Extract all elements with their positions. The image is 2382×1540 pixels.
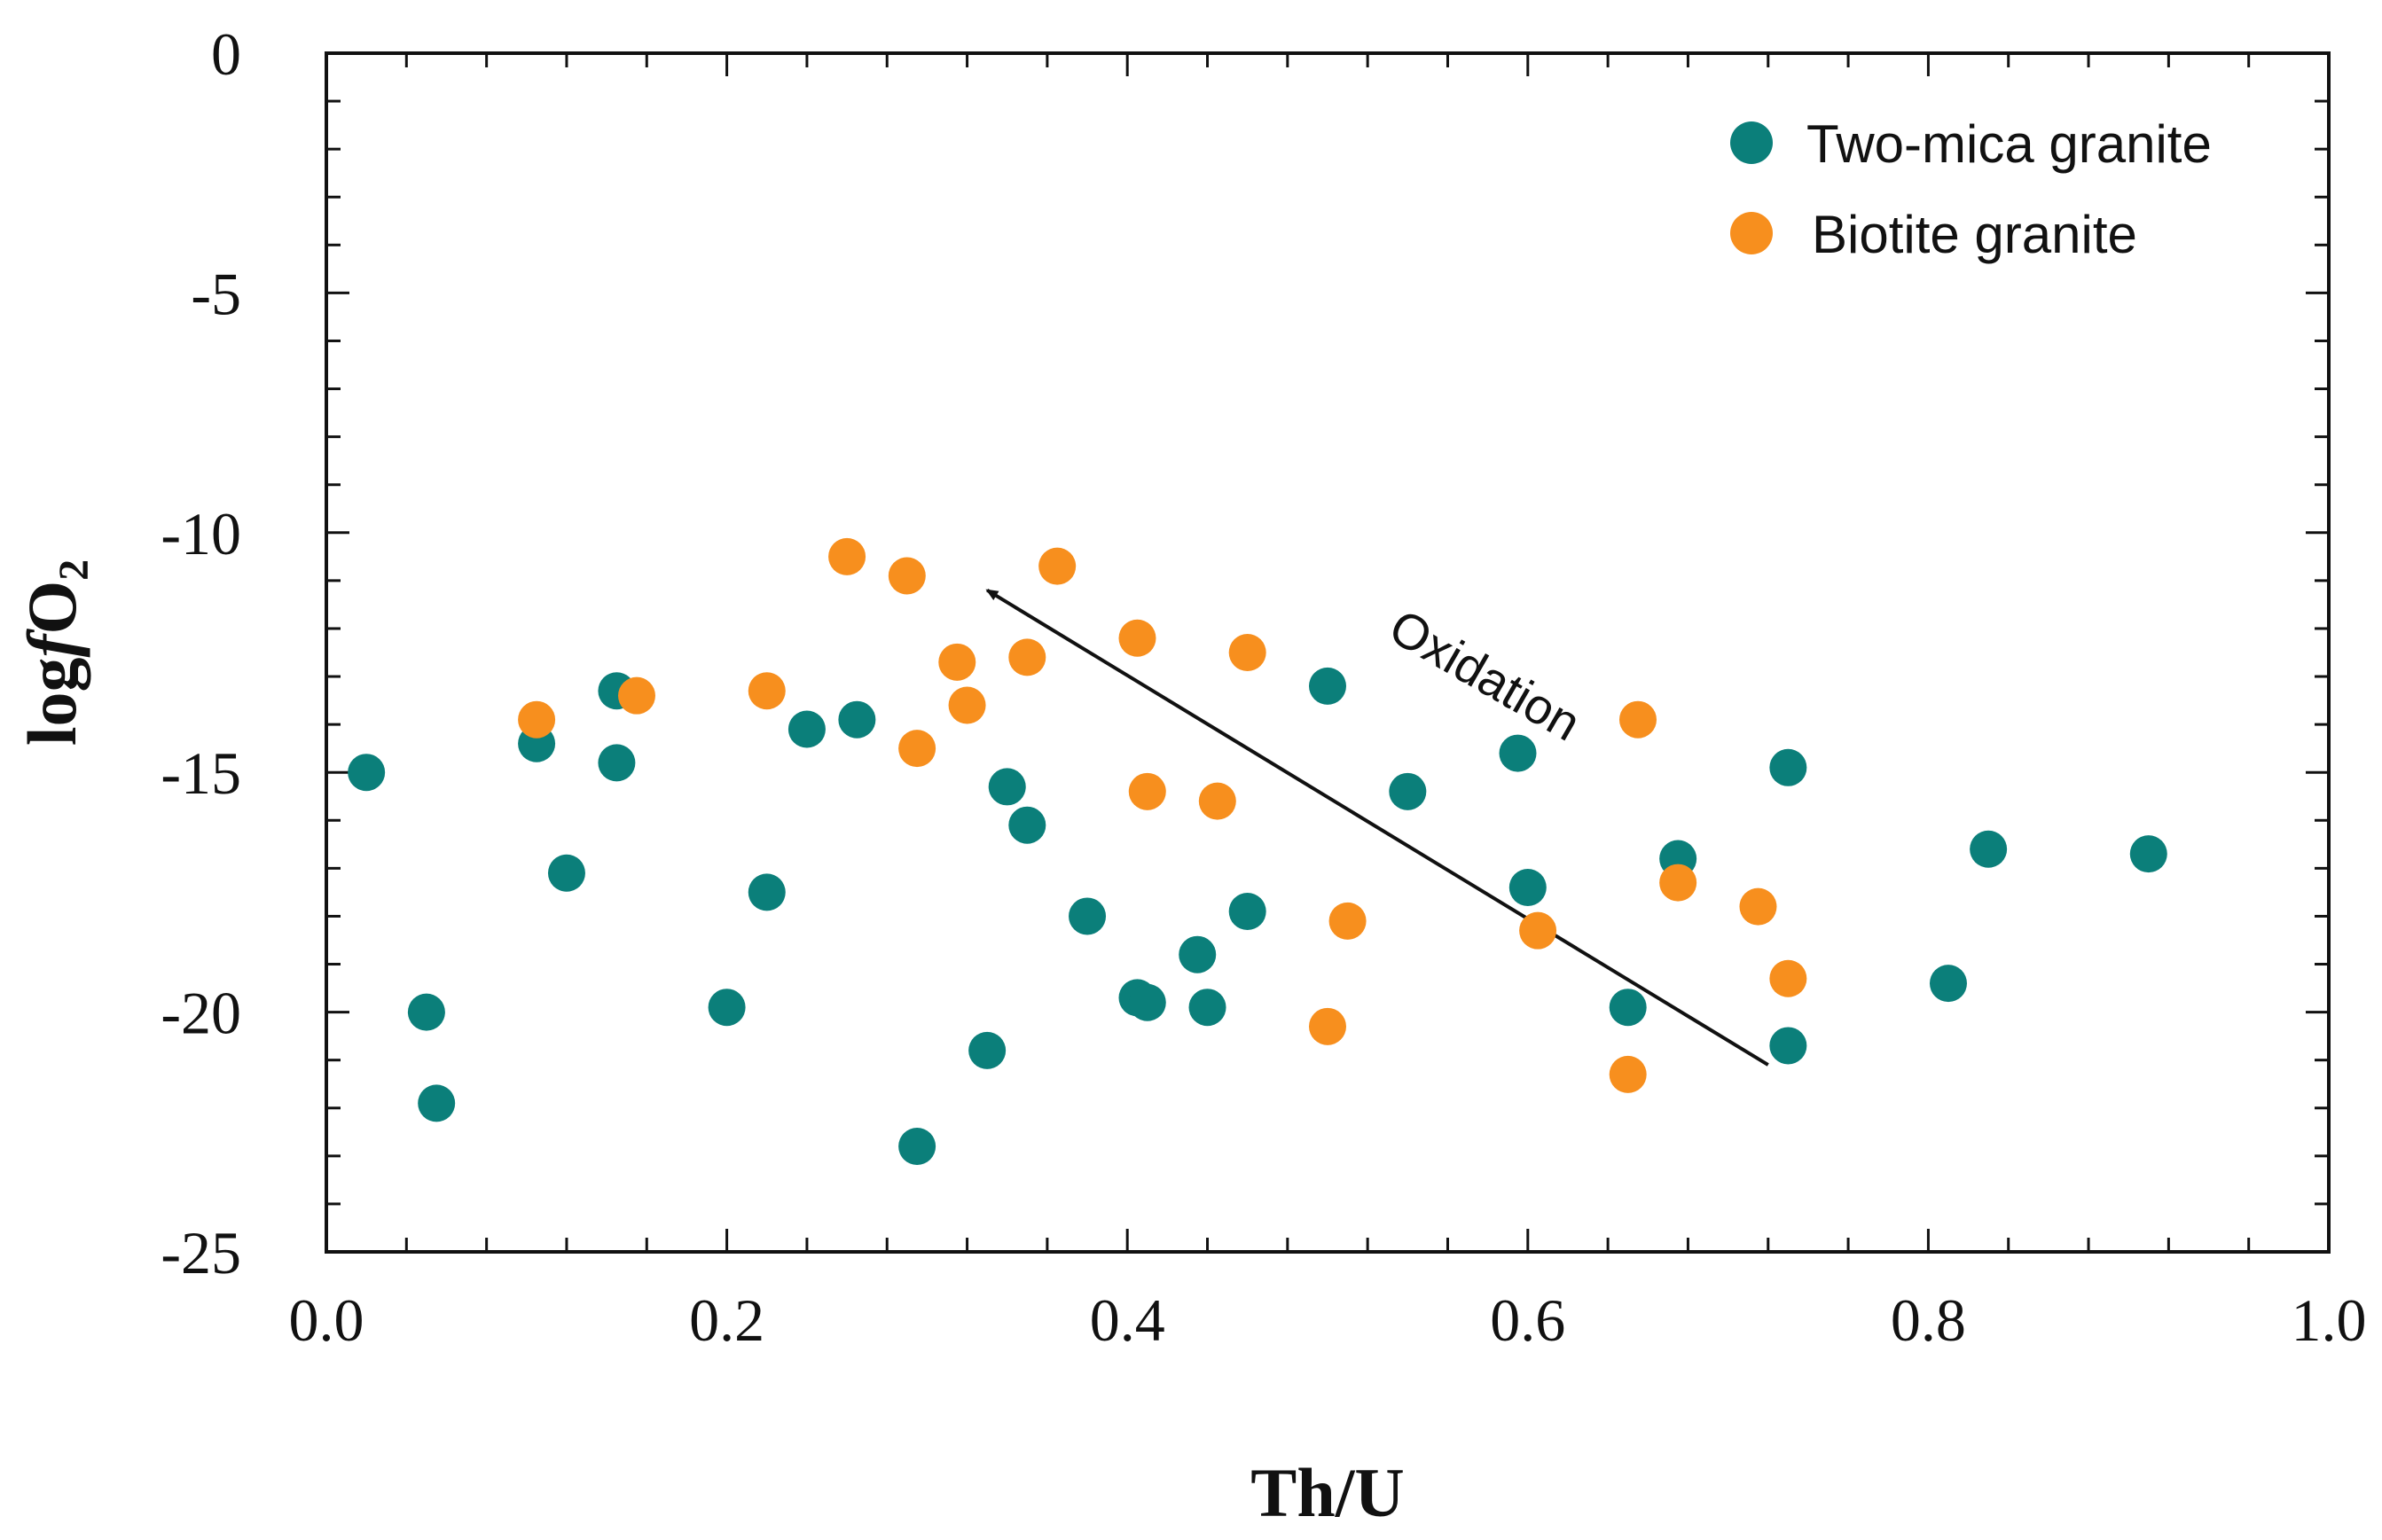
point-biotite-granite [1618, 700, 1657, 739]
point-biotite-granite [938, 643, 976, 681]
point-biotite-granite [1008, 638, 1046, 676]
point-biotite-granite [518, 700, 556, 739]
y-tick-label: -15 [161, 739, 241, 807]
point-biotite-granite [1739, 887, 1777, 926]
point-two-mica-granite [1309, 667, 1346, 705]
point-biotite-granite [828, 537, 866, 575]
point-two-mica-granite [1769, 748, 1807, 786]
legend-label-biotite-granite: Biotite granite [1812, 205, 2137, 264]
x-tick-label: 0.0 [289, 1286, 364, 1354]
point-biotite-granite [1519, 911, 1557, 950]
y-axis-ticks [326, 51, 2329, 1254]
y-tick-label: -20 [161, 980, 241, 1047]
oxidation-arrow [985, 588, 1769, 1067]
point-two-mica-granite [1499, 734, 1537, 772]
y-tick-label: -10 [161, 500, 241, 567]
point-biotite-granite [617, 676, 655, 715]
point-biotite-granite [1328, 902, 1367, 940]
point-biotite-granite [1609, 1055, 1647, 1093]
point-biotite-granite [748, 672, 786, 710]
point-two-mica-granite [1769, 1027, 1807, 1065]
point-two-mica-granite [988, 768, 1026, 806]
x-tick-label: 0.6 [1490, 1286, 1565, 1354]
x-tick-label: 0.8 [1891, 1286, 1966, 1354]
point-two-mica-granite [787, 710, 826, 748]
point-biotite-granite [1228, 634, 1266, 671]
x-tick-label: 0.4 [1090, 1286, 1165, 1354]
y-axis-title: logfO2 [13, 559, 98, 746]
data-points [348, 537, 2167, 1166]
point-two-mica-granite [1389, 772, 1427, 810]
x-axis-tick-labels: 0.0 0.2 0.4 0.6 0.8 1.0 [289, 1286, 2367, 1354]
oxidation-annotation: Oxidation [985, 588, 1769, 1067]
point-two-mica-granite [547, 854, 585, 892]
point-two-mica-granite [598, 744, 636, 782]
point-biotite-granite [1038, 547, 1077, 585]
point-biotite-granite [888, 557, 926, 595]
x-axis-ticks [325, 53, 2331, 1252]
point-biotite-granite [1118, 619, 1156, 657]
point-two-mica-granite [1508, 868, 1547, 906]
point-two-mica-granite [1128, 983, 1166, 1021]
point-biotite-granite [1128, 772, 1166, 810]
x-tick-label: 0.2 [689, 1286, 764, 1354]
legend-swatch-biotite-granite [1730, 212, 1773, 254]
y-tick-label: 0 [211, 20, 241, 88]
point-two-mica-granite [1179, 935, 1217, 973]
y-tick-label: -5 [191, 260, 241, 327]
point-two-mica-granite [1929, 965, 1967, 1003]
point-two-mica-granite [898, 1128, 936, 1166]
point-two-mica-granite [838, 700, 876, 739]
point-two-mica-granite [2129, 835, 2167, 873]
point-two-mica-granite [1008, 806, 1046, 844]
legend-label-two-mica-granite: Two-mica granite [1806, 114, 2212, 174]
point-two-mica-granite [968, 1031, 1007, 1069]
point-biotite-granite [1659, 864, 1697, 902]
y-axis-tick-labels: 0 -5 -10 -15 -20 -25 [161, 20, 241, 1286]
x-tick-label: 1.0 [2292, 1286, 2367, 1354]
point-biotite-granite [1198, 782, 1236, 820]
legend-swatch-two-mica-granite [1730, 121, 1773, 164]
y-axis-title-species: O [13, 581, 90, 635]
point-biotite-granite [948, 686, 986, 724]
point-two-mica-granite [1228, 893, 1266, 931]
point-two-mica-granite [1069, 897, 1107, 935]
point-two-mica-granite [348, 754, 386, 792]
point-two-mica-granite [1609, 989, 1647, 1027]
point-biotite-granite [1769, 959, 1807, 997]
legend: Two-mica granite Biotite granite [1730, 114, 2212, 264]
x-axis-title: Th/U [1250, 1454, 1404, 1531]
point-two-mica-granite [1188, 989, 1226, 1027]
plot-frame [325, 51, 2331, 1254]
point-biotite-granite [1309, 1007, 1346, 1045]
point-two-mica-granite [708, 989, 746, 1027]
point-two-mica-granite [748, 873, 786, 911]
y-tick-label: -25 [161, 1219, 241, 1286]
point-biotite-granite [898, 730, 936, 768]
y-axis-title-subscript: 2 [51, 559, 98, 581]
y-axis-title-prefix: log [13, 657, 90, 746]
point-two-mica-granite [407, 993, 445, 1031]
oxidation-label: Oxidation [1381, 598, 1590, 752]
point-two-mica-granite [418, 1084, 456, 1122]
point-two-mica-granite [1970, 830, 2008, 868]
